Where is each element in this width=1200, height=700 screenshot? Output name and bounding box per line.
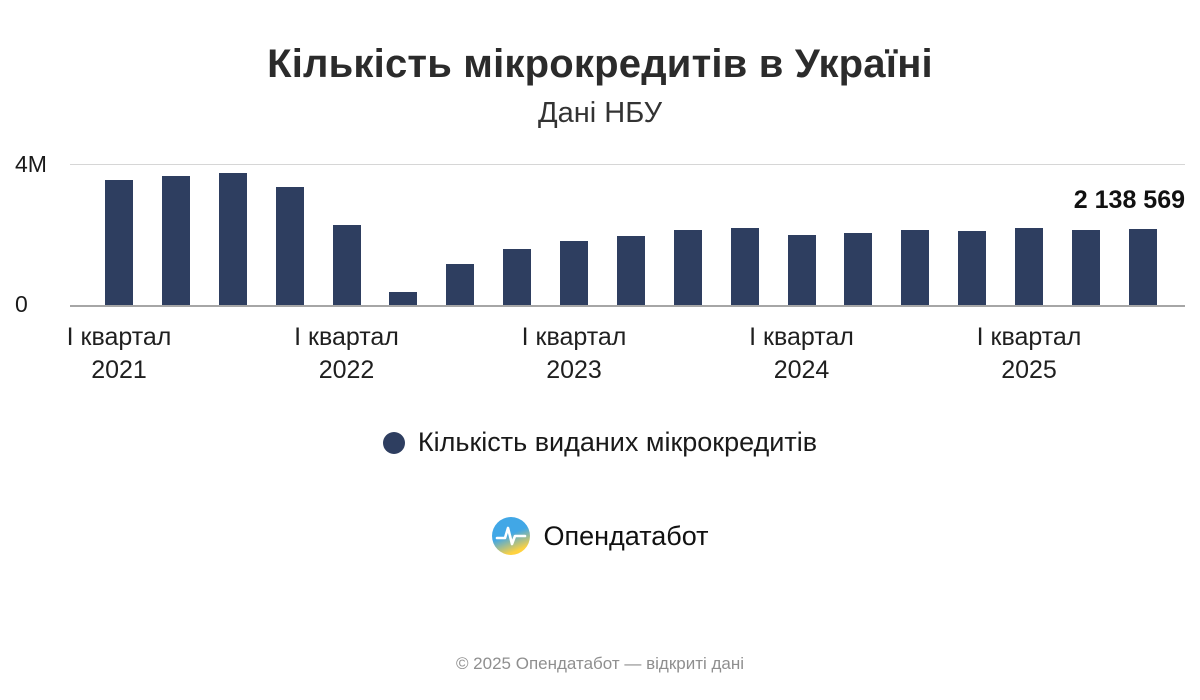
bar-15 <box>901 230 930 305</box>
bar-9 <box>560 241 588 305</box>
last-bar-value-label: 2 138 569 <box>1073 186 1185 214</box>
bar-4 <box>275 187 304 305</box>
x-tick-label-2022: I квартал 2022 <box>294 323 399 384</box>
plot-wrap: 4M 0 2 138 569 I квартал 2021 I квартал 202… <box>15 151 1185 393</box>
opendatabot-logo-icon <box>492 517 531 555</box>
bar-12 <box>730 228 759 305</box>
bar-chart: 4M 0 2 138 569 I квартал 2021 I квартал 202… <box>0 151 1200 393</box>
plot-area: 4M 0 2 138 569 <box>15 151 1185 317</box>
footer-copyright: © 2025 Опендатабот — відкриті дані <box>455 654 745 673</box>
x-tick-label-2024: I квартал 2024 <box>749 323 854 384</box>
y-tick-label-0: 0 <box>15 291 28 317</box>
gridline-4m <box>70 164 1185 165</box>
bar-5 <box>332 225 361 305</box>
opendatabot-logo: Опендатабот <box>0 516 1200 556</box>
bar-2 <box>161 176 190 305</box>
bar-13 <box>787 235 816 305</box>
bar-19 <box>1128 229 1157 305</box>
bar-10 <box>616 236 645 305</box>
bar-16 <box>958 231 987 305</box>
x-tick-label-2025: I квартал 2025 <box>976 323 1082 384</box>
bar-18 <box>1071 230 1100 305</box>
chart-subtitle: Дані НБУ <box>537 97 662 129</box>
bars-container <box>105 164 1157 305</box>
x-tick-label-2023: I квартал 2023 <box>521 323 627 384</box>
bar-1 <box>105 180 133 305</box>
bar-3 <box>218 173 247 305</box>
bar-7 <box>446 264 475 305</box>
x-axis-labels: I квартал 2021 I квартал 2022 I квартал 2023 I… <box>66 307 1185 393</box>
legend-marker-icon <box>382 431 405 454</box>
bar-8 <box>503 249 532 305</box>
legend: Кількість виданих мікрокредитів <box>0 427 1200 458</box>
y-tick-label-4m: 4M <box>15 151 47 177</box>
bar-6 <box>389 292 418 305</box>
x-tick-label-2021: I квартал 2021 <box>66 323 172 384</box>
opendatabot-logo-text: Опендатабот <box>543 520 709 551</box>
chart-title: Кількість мікрокредитів в Україні <box>267 42 933 86</box>
bar-14 <box>844 233 873 305</box>
legend-label: Кількість виданих мікрокредитів <box>417 427 818 457</box>
bar-11 <box>673 230 702 305</box>
bar-17 <box>1015 228 1043 305</box>
